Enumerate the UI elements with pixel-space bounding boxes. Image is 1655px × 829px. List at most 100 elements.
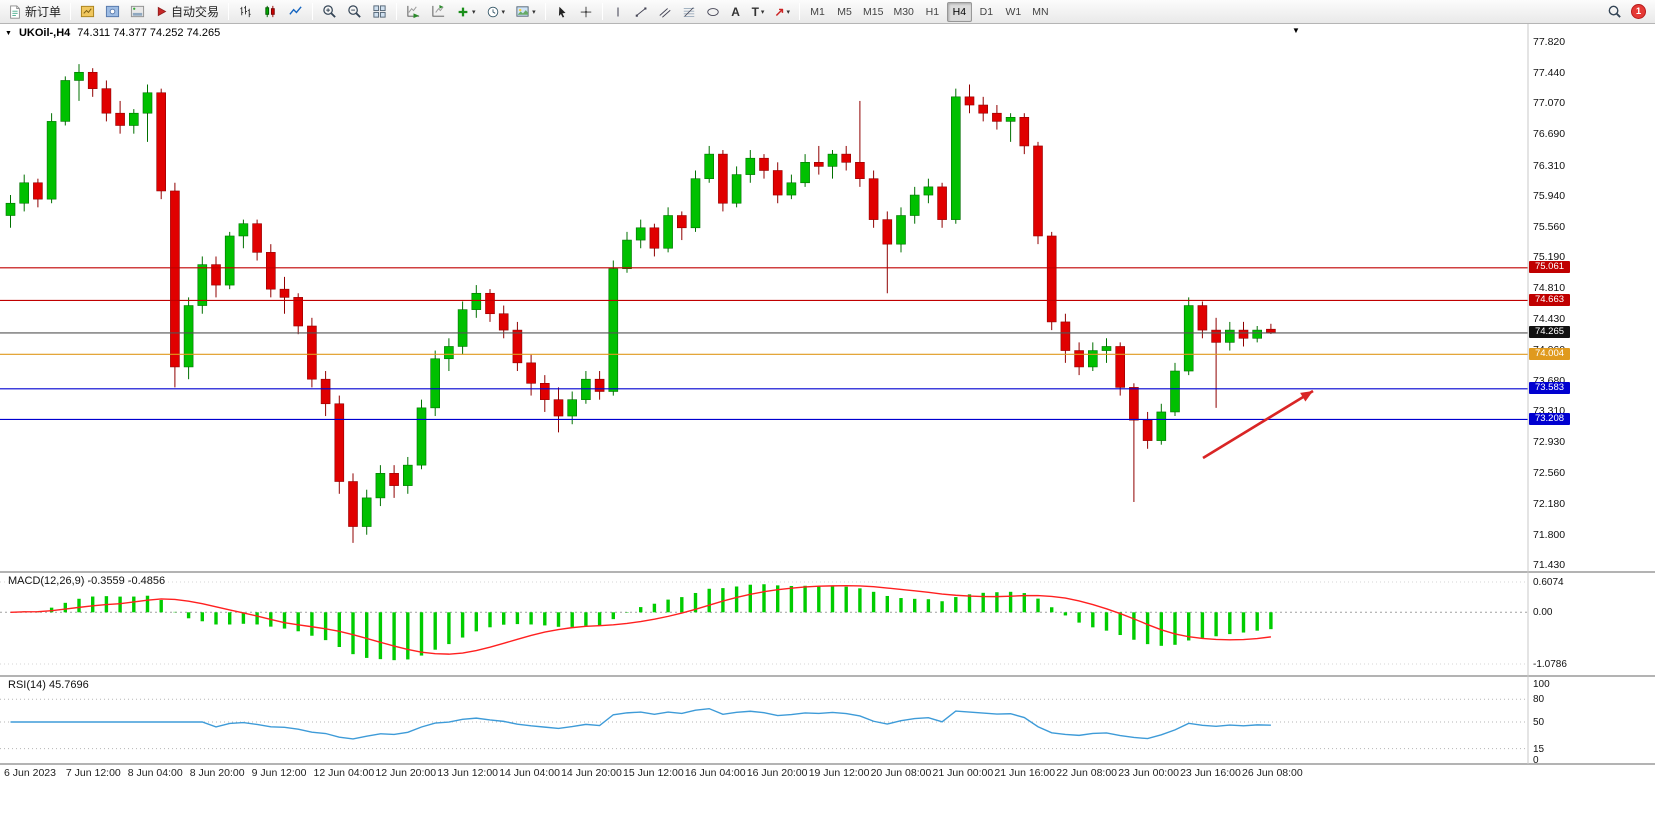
timeframe-button-d1[interactable]: D1 [979,5,994,18]
timeframe-button-m30[interactable]: M30 [893,5,914,18]
timeframe-button-m1[interactable]: M1 [810,5,825,18]
time-axis-label: 20 Jun 08:00 [870,767,932,779]
trendline-button[interactable] [630,2,652,22]
templates-button[interactable]: ▾ [511,2,540,22]
indicators-button[interactable]: ▾ [452,2,480,22]
arrow-tools-button[interactable]: ↗ ▾ [770,2,794,22]
candle-body [1252,329,1262,339]
zoom-out-button[interactable] [343,2,366,22]
zoom-in-icon [322,4,337,19]
candle-body [293,297,304,327]
candle-body [649,227,660,249]
text-tool-button[interactable]: A [726,2,746,22]
autotrading-button[interactable]: 自动交易 [151,2,223,22]
auto-scroll-icon [406,4,421,19]
chart-shift-marker-icon[interactable]: ▼ [1292,26,1300,35]
candle-body [402,464,413,486]
candle-body [813,162,824,167]
text-label-button[interactable]: T ▾ [748,2,769,22]
candle-body [1060,321,1071,351]
candle-body [46,121,57,200]
market-watch-button[interactable] [76,2,99,22]
timeframe-button-w1[interactable]: W1 [1005,5,1022,18]
terminal-button[interactable] [126,2,149,22]
time-axis-label: 23 Jun 00:00 [1118,767,1179,779]
candle-body [553,399,564,417]
candle-body [567,399,578,417]
candle-body [5,202,16,216]
line-chart-icon [288,4,303,19]
line-chart-button[interactable] [284,2,307,22]
candle-body [1238,329,1249,339]
candle-body [129,112,139,126]
navigator-button[interactable] [101,2,124,22]
rsi-scale-label: 50 [1533,717,1545,728]
rsi-scale-label: 15 [1533,743,1545,755]
fibonacci-button[interactable] [678,2,700,22]
rsi-scale-label: 100 [1533,679,1550,690]
price-axis-label: 75.940 [1533,189,1566,202]
candle-body [33,182,43,200]
price-axis-label: 72.180 [1533,497,1566,510]
candle-body [1088,350,1098,368]
macd-scale-label: 0.6074 [1533,577,1564,588]
price-axis-label: 71.800 [1533,528,1566,541]
candle-body [115,112,125,126]
cursor-icon [555,5,569,19]
vertical-line-button[interactable] [608,2,628,22]
text-label-icon: T [751,4,759,19]
timeframe-button-h1[interactable]: H1 [925,5,940,18]
time-axis-label: 12 Jun 20:00 [375,767,437,779]
chart-menu-triangle-icon[interactable]: ▼ [5,29,12,37]
shapes-button[interactable] [702,2,724,22]
candle-body [759,157,769,171]
time-axis-label: 13 Jun 12:00 [437,767,499,779]
candle-body [718,153,728,204]
candle-body [375,473,386,499]
channel-button[interactable] [654,2,676,22]
macd-signal-line [10,585,1271,655]
candle-body [1074,350,1084,368]
candle-body [772,170,783,196]
timeframe-button-h4[interactable]: H4 [946,1,972,22]
price-axis-label: 75.560 [1533,220,1566,233]
time-axis-label: 8 Jun 04:00 [127,767,183,779]
chart-symbol-period: UKOil-,H4 [18,27,71,39]
toolbar: 新订单 自动交易 ▾ ▾ ▾ [0,0,1655,24]
crosshair-button[interactable] [575,2,597,22]
price-axis-label: 76.690 [1533,128,1566,141]
candle-body [430,358,441,409]
rsi-indicator-label: RSI(14) 45.7696 [8,679,89,691]
candle-body [211,264,221,286]
candle-body [444,346,454,360]
new-order-label: 新订单 [25,5,62,19]
timeframe-button-m15[interactable]: M15 [863,5,884,18]
rsi-scale-label: 0 [1533,755,1539,766]
tile-windows-button[interactable] [368,2,391,22]
candle-body [526,362,536,384]
price-axis-label: 76.310 [1533,159,1566,172]
auto-scroll-button[interactable] [402,2,425,22]
timeframe-button-m5[interactable]: M5 [837,5,852,18]
time-axis-label: 14 Jun 04:00 [499,767,560,779]
price-axis-label: 77.440 [1533,67,1566,80]
vertical-line-icon [612,5,624,19]
candle-body [156,92,166,192]
new-order-button[interactable]: 新订单 [4,2,65,22]
candle-body [348,481,358,527]
template-image-icon [515,4,530,19]
timeframe-button-mn[interactable]: MN [1032,5,1049,18]
search-button[interactable] [1603,2,1626,22]
zoom-in-button[interactable] [318,2,341,22]
notification-badge[interactable]: 1 [1631,4,1646,19]
periods-button[interactable]: ▾ [482,2,510,22]
candle-body [676,215,687,229]
bar-chart-icon [238,4,253,19]
fibonacci-icon [682,5,696,19]
chart-shift-button[interactable] [427,2,450,22]
candlestick-chart-button[interactable] [259,2,282,22]
bar-chart-button[interactable] [234,2,257,22]
time-axis-label: 12 Jun 04:00 [313,767,375,779]
cursor-button[interactable] [551,2,573,22]
